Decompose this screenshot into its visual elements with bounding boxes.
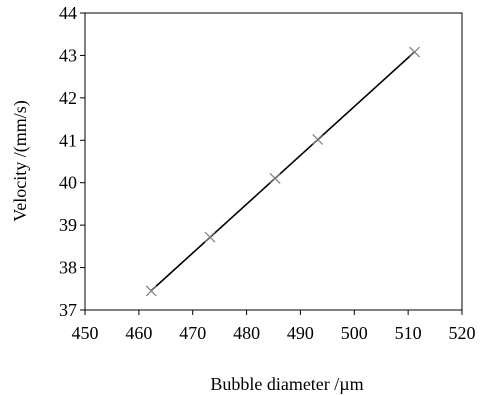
y-tick-label: 37 — [59, 300, 77, 320]
y-tick-label: 39 — [59, 215, 77, 235]
x-tick-label: 500 — [341, 323, 368, 343]
plot-area-frame — [84, 12, 463, 311]
x-tick-label: 450 — [72, 323, 99, 343]
x-tick-label: 470 — [179, 323, 206, 343]
data-point — [312, 134, 324, 145]
y-tick-label: 42 — [59, 88, 77, 108]
data-point — [145, 285, 157, 297]
x-axis-title: Bubble diameter /µm — [210, 374, 363, 394]
data-layer — [145, 46, 421, 297]
y-tick-label: 44 — [59, 3, 77, 23]
x-tick-label: 490 — [287, 323, 314, 343]
y-tick-label: 40 — [59, 173, 77, 193]
x-axis-ticks: 450 460 470 480 490 500 510 520 — [72, 310, 476, 343]
x-tick-label: 520 — [449, 323, 476, 343]
y-axis-title: Velocity /(mm/s) — [10, 100, 31, 221]
trendline — [150, 51, 416, 292]
y-tick-label: 41 — [59, 130, 77, 150]
x-tick-label: 480 — [233, 323, 260, 343]
x-tick-label: 510 — [395, 323, 422, 343]
y-tick-label: 38 — [59, 258, 77, 278]
y-tick-label: 43 — [59, 45, 77, 65]
data-point — [204, 231, 216, 243]
data-point — [269, 173, 281, 184]
x-tick-label: 460 — [125, 323, 152, 343]
y-axis-ticks: 37 38 39 40 41 42 43 44 — [59, 3, 85, 320]
data-point — [409, 46, 421, 58]
